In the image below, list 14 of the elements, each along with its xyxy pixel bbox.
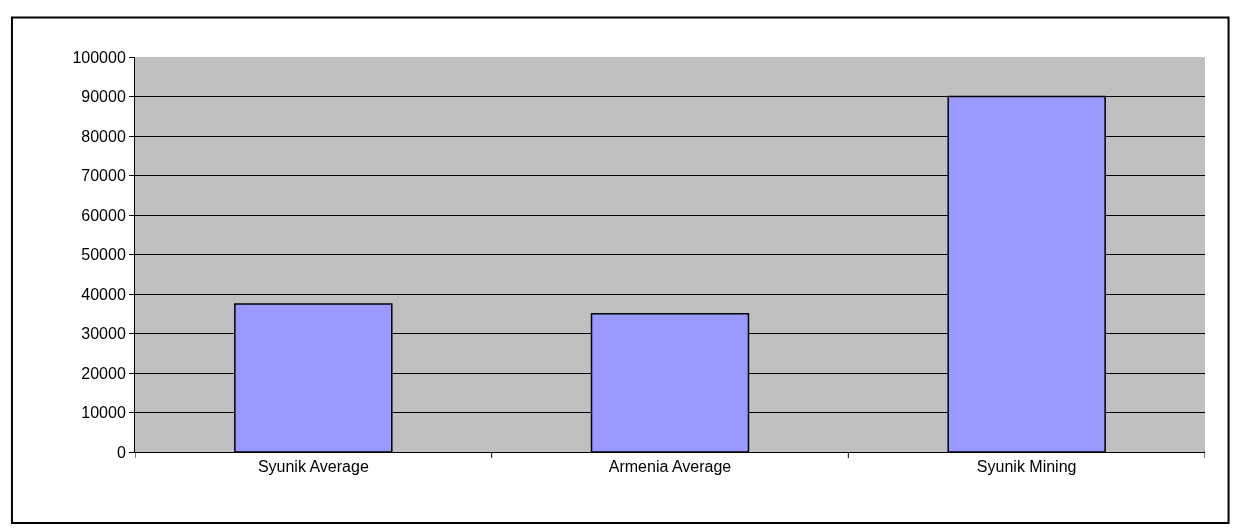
y-tick-label: 70000 [81, 167, 126, 185]
y-tick-label: 90000 [81, 88, 126, 106]
y-tick-label: 20000 [81, 364, 126, 382]
y-tick-label: 80000 [81, 127, 126, 145]
x-tick-label: Syunik Average [257, 458, 369, 476]
y-tick-label: 10000 [81, 404, 126, 422]
x-tick-label: Syunik Mining [976, 458, 1077, 476]
x-tick-label: Armenia Average [608, 458, 732, 476]
y-tick-label: 30000 [81, 325, 126, 343]
y-tick-label: 40000 [81, 285, 126, 303]
y-tick-label: 100000 [72, 48, 126, 66]
y-tick-label: 60000 [81, 206, 126, 224]
y-tick-label: 0 [116, 443, 126, 461]
y-tick-label: 50000 [81, 246, 126, 264]
